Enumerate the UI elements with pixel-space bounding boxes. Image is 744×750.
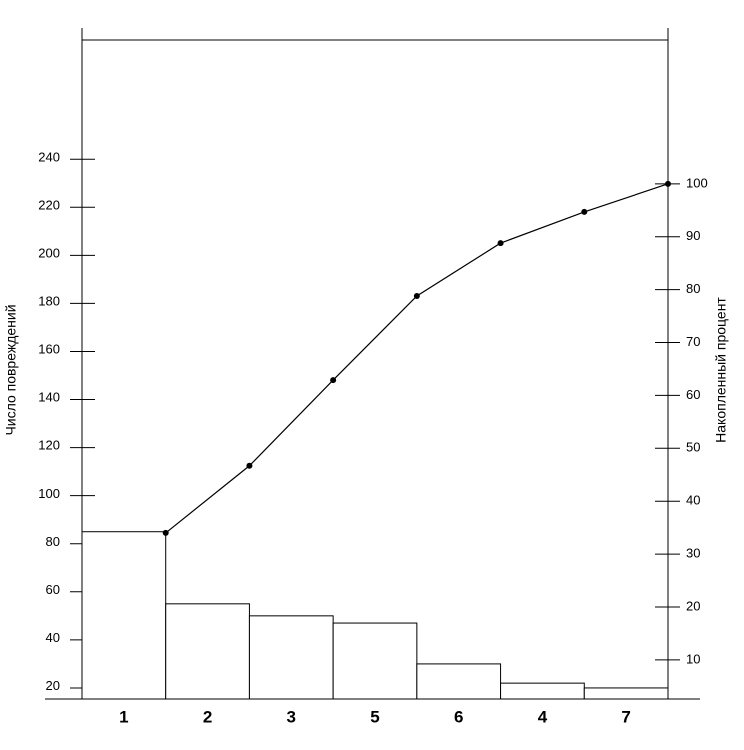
- y-tick-label: 100: [38, 486, 60, 501]
- y-tick-label: 20: [46, 678, 60, 693]
- y-tick-label: 160: [38, 342, 60, 357]
- x-tick-label: 3: [287, 707, 296, 726]
- y-axis-title: Число повреждений: [3, 304, 19, 435]
- y-tick-label: 240: [38, 149, 60, 164]
- y2-tick-label: 60: [686, 387, 700, 402]
- cumulative-point: [581, 208, 588, 215]
- cumulative-point: [497, 240, 504, 247]
- bar: [583, 687, 669, 700]
- bar: [248, 615, 334, 700]
- y-tick-label: 120: [38, 438, 60, 453]
- y2-tick-label: 30: [686, 546, 700, 561]
- y-tick-label: 60: [46, 582, 60, 597]
- cumulative-point: [330, 377, 337, 384]
- x-tick-label: 7: [621, 707, 630, 726]
- y2-tick-label: 100: [686, 175, 708, 190]
- y-tick-label: 40: [46, 630, 60, 645]
- y2-tick-label: 40: [686, 493, 700, 508]
- x-tick-label: 2: [203, 707, 212, 726]
- y-tick-label: 80: [46, 534, 60, 549]
- bar: [165, 603, 250, 700]
- y2-tick-label: 50: [686, 440, 700, 455]
- y-tick-label: 140: [38, 390, 60, 405]
- y2-tick-label: 90: [686, 228, 700, 243]
- x-tick-label: 1: [119, 707, 128, 726]
- cumulative-point: [413, 292, 420, 299]
- x-tick-label: 4: [538, 707, 548, 726]
- y-tick-label: 200: [38, 245, 60, 260]
- y2-axis-title: Накопленный процент: [713, 297, 729, 443]
- bar: [332, 622, 418, 700]
- bar: [500, 682, 585, 700]
- y2-tick-label: 70: [686, 334, 700, 349]
- x-tick-label: 5: [370, 707, 379, 726]
- cumulative-point: [665, 180, 671, 187]
- y2-tick-label: 80: [686, 281, 700, 296]
- bar: [81, 531, 167, 700]
- y2-tick-label: 10: [686, 651, 700, 666]
- cumulative-line: [165, 183, 669, 534]
- y-tick-label: 180: [38, 294, 60, 309]
- cumulative-point: [246, 462, 253, 469]
- bar: [416, 663, 502, 700]
- x-tick-label: 6: [454, 707, 463, 726]
- cumulative-point: [162, 529, 169, 536]
- y2-tick-label: 20: [686, 598, 700, 613]
- y-tick-label: 220: [38, 197, 60, 212]
